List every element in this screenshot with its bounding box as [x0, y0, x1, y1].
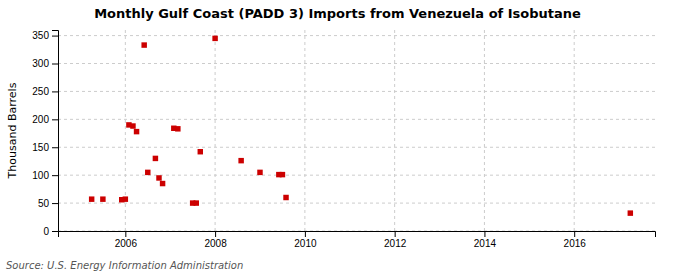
tick: 2012	[384, 231, 407, 249]
tick-mark	[52, 36, 58, 37]
tick-label: 2006	[115, 238, 138, 249]
point	[160, 181, 165, 186]
tick-label: 50	[38, 198, 50, 209]
tick-mark	[125, 231, 126, 237]
grid-line	[215, 30, 216, 231]
point	[280, 172, 285, 177]
tick: 150	[32, 142, 58, 153]
tick-mark	[52, 64, 58, 65]
tick-label: 150	[32, 142, 49, 153]
grid-line	[58, 35, 655, 36]
points	[89, 36, 633, 216]
grid	[58, 30, 655, 231]
tick-label: 2008	[204, 238, 227, 249]
x-axis: 2006 2008 2010 2012 2014 2016	[59, 231, 656, 249]
tick-mark	[484, 231, 485, 237]
grid-line	[58, 91, 655, 92]
y-axis-label: Thousand Barrels	[6, 82, 19, 179]
grid-line	[574, 30, 575, 231]
y-axis: 0 50 100 150 200 250 300 350	[32, 30, 58, 236]
source: Source: U.S. Energy Information Administ…	[6, 260, 243, 271]
point	[283, 195, 288, 200]
point	[141, 42, 146, 47]
tick-mark	[52, 231, 58, 232]
tick: 200	[32, 114, 58, 125]
tick-label: 2010	[294, 238, 317, 249]
tick: 350	[32, 30, 58, 41]
tick-mark	[52, 175, 58, 176]
tick-mark	[52, 147, 58, 148]
tick-mark	[215, 231, 216, 237]
tick-label: 0	[43, 226, 49, 237]
tick-label: 300	[32, 58, 49, 69]
tick-label: 2016	[564, 238, 587, 249]
axis-line	[59, 232, 656, 238]
tick-mark	[395, 231, 396, 237]
tick-mark	[574, 231, 575, 237]
point	[123, 196, 128, 201]
tick-mark	[305, 231, 306, 237]
tick: 2010	[294, 231, 317, 249]
point	[156, 175, 161, 180]
grid-line	[58, 63, 655, 64]
point	[100, 196, 105, 201]
tick-mark	[52, 203, 58, 204]
point	[194, 200, 199, 205]
tick-label: 100	[32, 170, 49, 181]
point	[212, 36, 217, 41]
grid-line	[58, 203, 655, 204]
tick-label: 2014	[474, 238, 497, 249]
point	[198, 149, 203, 154]
tick-label: 350	[32, 30, 49, 41]
tick: 250	[32, 86, 58, 97]
tick-mark	[52, 91, 58, 92]
point	[134, 129, 139, 134]
point	[257, 170, 262, 175]
grid-line	[484, 30, 485, 231]
tick: 300	[32, 58, 58, 69]
grid-line	[394, 30, 395, 231]
tick: 2008	[204, 231, 227, 249]
tick: 50	[38, 198, 58, 209]
tick: 2006	[115, 231, 138, 249]
point	[238, 158, 243, 163]
grid-line	[58, 147, 655, 148]
grid-line	[304, 30, 305, 231]
chart: 2006 2008 2010 2012 2014 2016 0 50 100 150 200 250 3…	[0, 0, 675, 275]
tick-mark	[52, 119, 58, 120]
point	[130, 123, 135, 128]
point	[153, 156, 158, 161]
tick-label: 2012	[384, 238, 407, 249]
title: Monthly Gulf Coast (PADD 3) Imports from…	[94, 6, 581, 21]
tick-label: 200	[32, 114, 49, 125]
grid-line	[58, 119, 655, 120]
point	[628, 210, 633, 215]
axis-line	[52, 31, 59, 232]
point	[89, 196, 94, 201]
point	[145, 170, 150, 175]
tick: 2016	[564, 231, 587, 249]
tick: 0	[43, 226, 58, 237]
plot: 2006 2008 2010 2012 2014 2016 0 50 100 150 200 250 3…	[32, 30, 655, 249]
point	[175, 126, 180, 131]
tick-label: 250	[32, 86, 49, 97]
tick: 2014	[474, 231, 497, 249]
tick: 100	[32, 170, 58, 181]
